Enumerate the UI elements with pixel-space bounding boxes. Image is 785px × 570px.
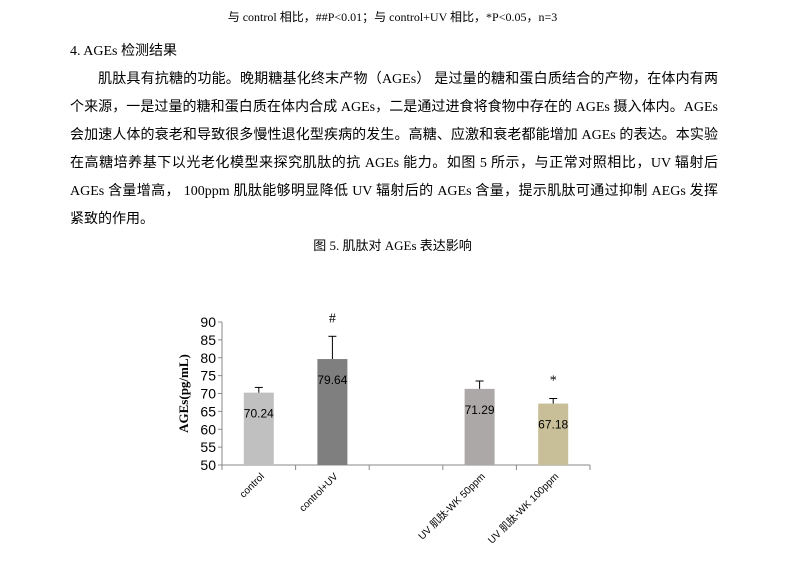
y-tick-label: 80 [200, 350, 216, 366]
y-tick-label: 65 [200, 403, 216, 419]
figure-title: 图 5. 肌肽对 AGEs 表达影响 [313, 238, 472, 253]
bar [464, 388, 495, 465]
data-label: 70.24 [244, 407, 274, 421]
y-tick-label: 55 [200, 439, 216, 455]
text-flow: 肌肽具有抗糖的功能。晚期糖基化终末产物（AGEs） 是过量的糖和蛋白质结合的产物… [70, 66, 718, 254]
significance-mark: # [329, 311, 336, 326]
figure-note: 与 control 相比，##P<0.01；与 control+UV 相比，*P… [227, 10, 558, 24]
x-tick-label: control+UV [298, 471, 341, 514]
body-paragraph: 肌肽具有抗糖的功能。晚期糖基化终末产物（AGEs） 是过量的糖和蛋白质结合的产物… [70, 72, 718, 227]
x-tick-label: control [238, 471, 267, 500]
data-label: 71.29 [465, 403, 495, 417]
y-tick-label: 75 [200, 368, 216, 384]
y-tick-label: 70 [200, 386, 216, 402]
y-axis-label: AGEs(pg/mL) [176, 354, 191, 433]
y-tick-label: 90 [200, 314, 216, 330]
data-label: 67.18 [538, 418, 568, 432]
bar [317, 359, 348, 465]
y-tick-label: 85 [200, 332, 216, 348]
y-tick-label: 60 [200, 421, 216, 437]
x-tick-label: UV 肌肽-WK 100ppm [485, 470, 561, 546]
section-heading: 4. AGEs 检测结果 [70, 44, 177, 59]
y-tick-label: 50 [200, 457, 216, 473]
bar [243, 392, 274, 465]
significance-mark: * [550, 374, 557, 389]
data-label: 79.64 [317, 373, 347, 387]
bar [538, 403, 569, 465]
x-tick-label: UV 肌肽-WK 50ppm [415, 470, 487, 542]
